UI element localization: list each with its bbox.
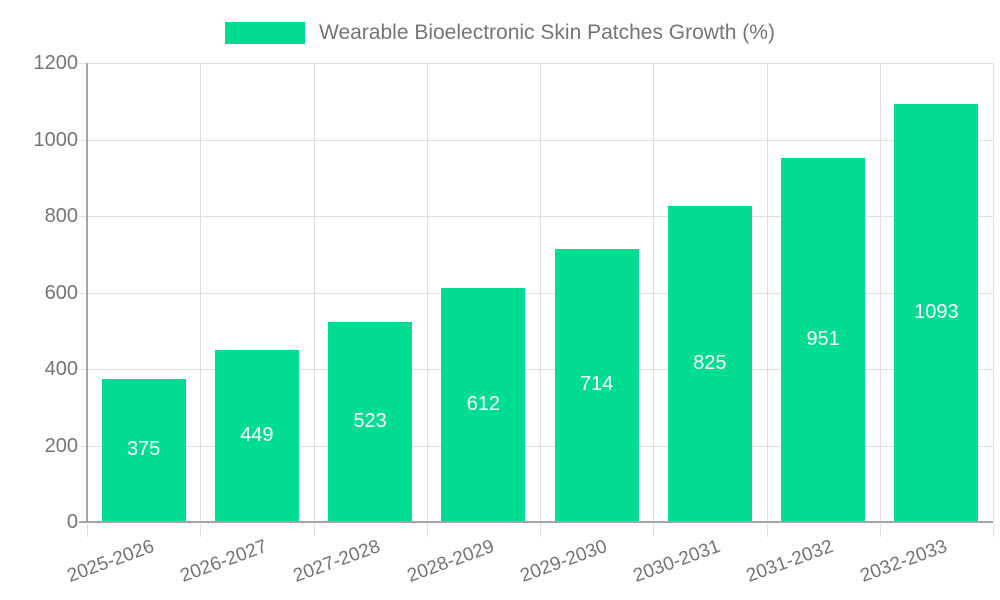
bar xyxy=(441,287,526,521)
x-axis-tick xyxy=(540,524,541,537)
bar xyxy=(214,350,299,521)
y-axis-tick-label: 400 xyxy=(44,358,78,380)
y-axis-tick-label: 200 xyxy=(44,434,78,457)
gridline-vertical xyxy=(879,63,881,522)
bar-value-label: 825 xyxy=(693,352,727,375)
gridline-vertical xyxy=(993,63,994,522)
x-axis-tick-label: 2027-2028 xyxy=(290,536,384,587)
bar xyxy=(101,378,186,521)
bar-value-label: 612 xyxy=(466,392,501,415)
y-axis-tick-label: 0 xyxy=(66,511,78,533)
bar xyxy=(667,206,752,521)
legend-label: Wearable Bioelectronic Skin Patches Grow… xyxy=(319,21,775,44)
x-axis-tick xyxy=(879,524,881,537)
legend[interactable]: Wearable Bioelectronic Skin Patches Grow… xyxy=(0,21,1000,45)
x-axis-tick-label: 2030-2031 xyxy=(630,536,724,587)
x-axis-line xyxy=(79,521,993,523)
x-axis-tick-label: 2025-2026 xyxy=(64,536,157,587)
bar-value-label: 449 xyxy=(240,424,274,447)
gridline-vertical xyxy=(540,63,541,522)
bar-value-label: 1093 xyxy=(914,300,959,323)
y-axis-line xyxy=(86,63,88,523)
x-axis-tick xyxy=(200,524,202,537)
y-axis-tick xyxy=(79,63,87,64)
x-axis-tick xyxy=(426,524,428,537)
x-axis-tick-label: 2026-2027 xyxy=(177,536,271,587)
bar xyxy=(894,103,979,521)
gridline-vertical xyxy=(313,63,315,522)
x-axis-tick xyxy=(766,524,768,537)
bar-value-label: 951 xyxy=(806,328,840,351)
x-axis-tick xyxy=(87,524,88,537)
bar xyxy=(328,321,413,521)
y-axis-tick xyxy=(79,216,87,217)
y-axis-tick xyxy=(79,369,87,370)
gridline-vertical xyxy=(653,63,655,522)
y-axis-tick-label: 600 xyxy=(44,281,78,304)
x-axis-tick xyxy=(313,524,315,537)
bar-value-label: 375 xyxy=(126,438,161,461)
bar-value-label: 714 xyxy=(579,373,614,396)
gridline-vertical xyxy=(766,63,768,522)
x-axis-tick-label: 2032-2033 xyxy=(856,536,950,587)
y-axis-tick-label: 1000 xyxy=(33,128,79,151)
y-axis-tick xyxy=(79,292,87,294)
x-axis-tick-label: 2028-2029 xyxy=(403,536,497,587)
bar xyxy=(781,158,866,521)
gridline-vertical xyxy=(426,63,428,522)
x-axis-tick-label: 2031-2032 xyxy=(743,536,837,587)
y-axis-tick-label: 800 xyxy=(44,205,78,227)
x-axis-tick xyxy=(993,524,994,537)
bar-value-label: 523 xyxy=(353,409,387,432)
gridline-vertical xyxy=(200,63,202,522)
y-axis-tick xyxy=(79,139,87,141)
y-axis-tick-label: 1200 xyxy=(33,52,79,74)
x-axis-tick xyxy=(653,524,655,537)
legend-swatch-icon xyxy=(225,22,305,44)
x-axis-tick-label: 2029-2030 xyxy=(517,536,610,587)
y-axis-tick xyxy=(79,445,87,447)
bar xyxy=(554,248,639,521)
